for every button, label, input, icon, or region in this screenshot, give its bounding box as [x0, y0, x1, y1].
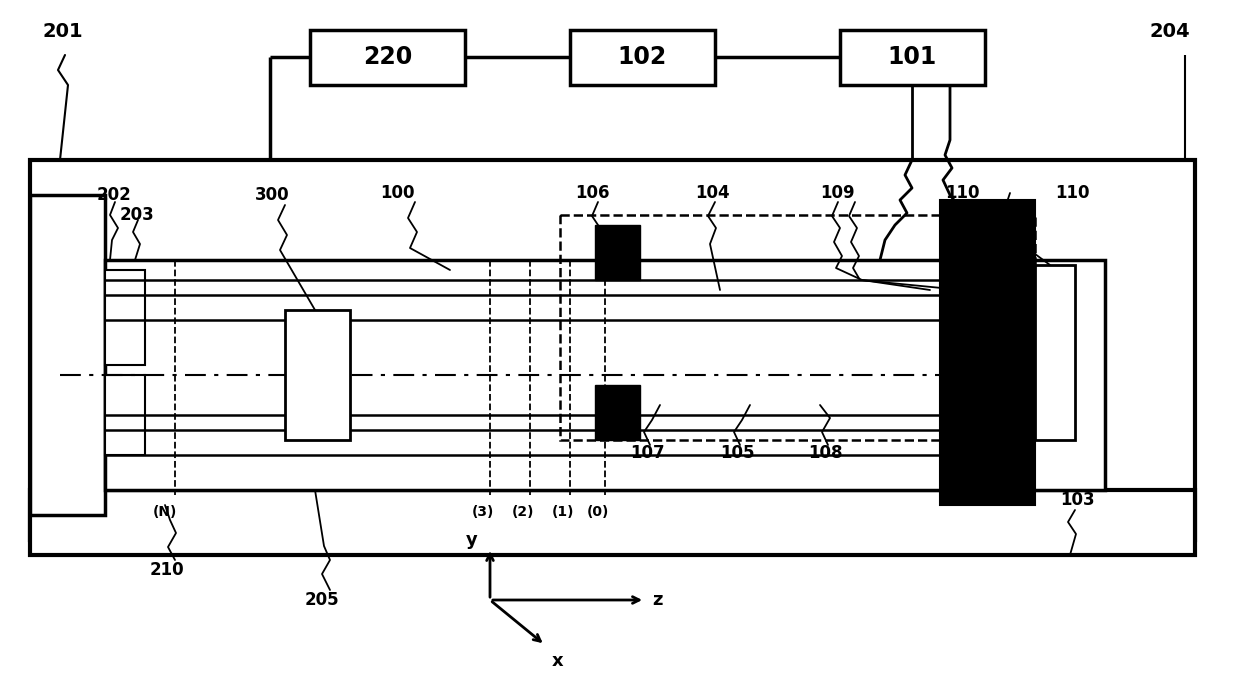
Bar: [105, 270, 145, 365]
Text: 210: 210: [150, 561, 185, 579]
Bar: [1035, 265, 1075, 440]
Text: (0): (0): [587, 505, 609, 519]
Bar: [560, 215, 1035, 440]
Text: x: x: [552, 652, 564, 670]
Bar: [285, 310, 350, 440]
Text: 102: 102: [618, 45, 667, 70]
Bar: [595, 385, 640, 440]
Text: (3): (3): [471, 505, 495, 519]
Text: 108: 108: [808, 444, 842, 462]
Text: 103: 103: [1060, 491, 1095, 509]
Bar: [30, 490, 1195, 555]
Text: 203: 203: [120, 206, 155, 224]
Bar: [105, 375, 145, 455]
Text: 220: 220: [363, 45, 412, 70]
Text: (2): (2): [512, 505, 534, 519]
Bar: [839, 30, 985, 85]
Text: 106: 106: [575, 184, 610, 202]
Text: 205: 205: [305, 591, 340, 609]
Bar: [595, 225, 640, 280]
Text: 202: 202: [97, 186, 131, 204]
Bar: [105, 260, 1105, 490]
Bar: [940, 200, 1035, 505]
Text: 104: 104: [694, 184, 729, 202]
Text: 109: 109: [820, 184, 854, 202]
Text: 300: 300: [255, 186, 290, 204]
Text: 100: 100: [379, 184, 414, 202]
Text: 110: 110: [945, 184, 980, 202]
Text: 201: 201: [42, 22, 83, 41]
Text: y: y: [466, 531, 477, 549]
Text: 105: 105: [720, 444, 754, 462]
Bar: [310, 30, 465, 85]
Text: 110: 110: [1055, 184, 1090, 202]
Text: (1): (1): [552, 505, 574, 519]
Bar: [30, 195, 105, 515]
Text: 107: 107: [630, 444, 665, 462]
Bar: [570, 30, 715, 85]
Text: z: z: [652, 591, 662, 609]
Text: 204: 204: [1149, 22, 1190, 41]
Bar: [30, 160, 1195, 540]
Text: 101: 101: [888, 45, 937, 70]
Text: (N): (N): [153, 505, 177, 519]
